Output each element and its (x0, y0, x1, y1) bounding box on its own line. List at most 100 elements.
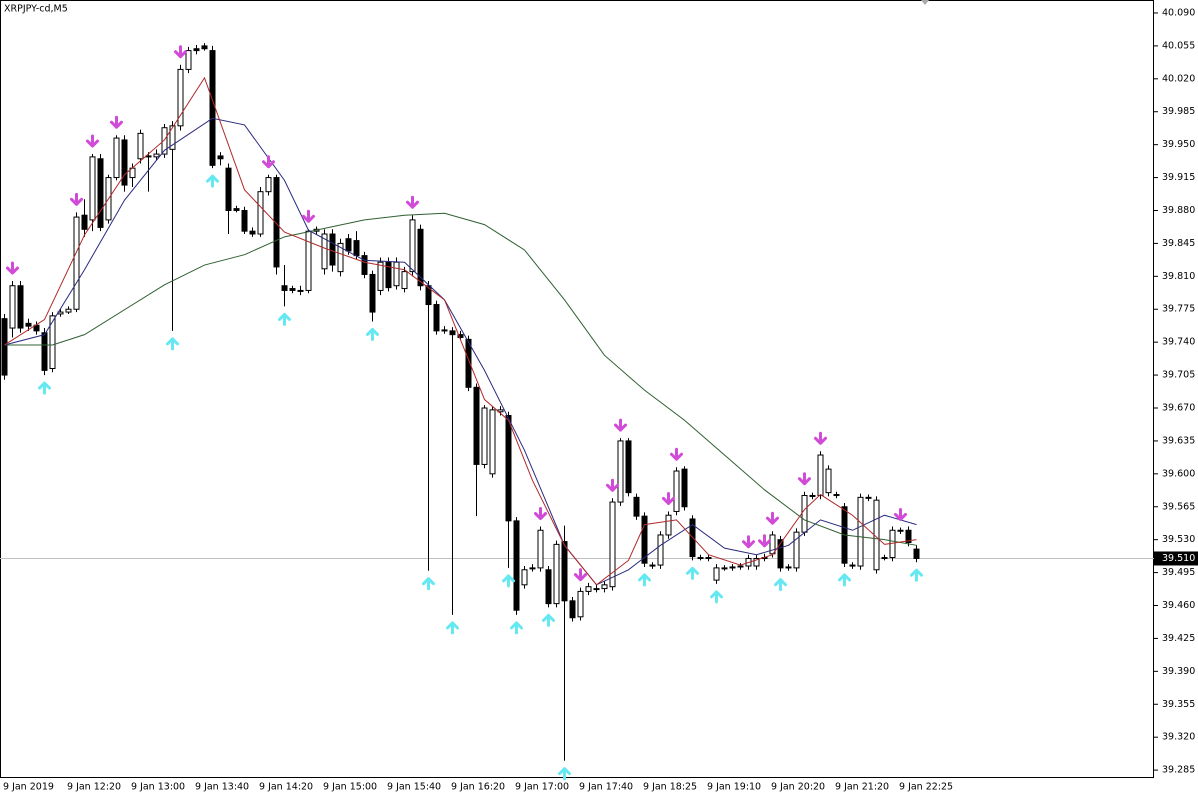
candle-body (225, 167, 232, 211)
candle-body (665, 514, 672, 536)
candle-body (809, 494, 816, 497)
candle-body (905, 529, 912, 543)
candle-body (433, 304, 440, 332)
y-tick-label: 39.810 (1162, 271, 1195, 282)
candle-body (289, 288, 296, 291)
candle-body (297, 289, 304, 292)
x-tick-label: 9 Jan 14:20 (259, 782, 313, 793)
candle-body (849, 564, 856, 567)
price-tag-label: 39.510 (1162, 553, 1195, 564)
sell-signal (70, 192, 83, 206)
candle-body (569, 600, 576, 619)
candle-body (593, 588, 600, 591)
candle-body (737, 565, 744, 568)
candle-body (161, 127, 168, 155)
candle-body (417, 228, 424, 287)
shift-marker (921, 0, 929, 5)
candle-body (641, 515, 648, 564)
y-tick-label: 39.390 (1162, 666, 1195, 677)
candle-body (705, 557, 712, 560)
candle-body (817, 454, 824, 496)
sell-signal (742, 535, 755, 549)
candle-body (465, 338, 472, 388)
y-tick-label: 40.055 (1162, 40, 1195, 51)
candle-body (521, 569, 528, 586)
y-tick-label: 40.090 (1162, 7, 1195, 18)
candle-body (145, 155, 152, 158)
candle-body (457, 334, 464, 338)
candle-body (897, 529, 904, 532)
x-tick-label: 9 Jan 17:00 (515, 782, 569, 793)
sell-signal (766, 511, 779, 525)
buy-signal (510, 621, 523, 635)
candle-body (505, 415, 512, 522)
candle-body (441, 329, 448, 332)
y-tick-label: 39.950 (1162, 139, 1195, 150)
candle-body (401, 271, 408, 290)
buy-signal (38, 381, 51, 395)
candle-body (753, 557, 760, 567)
candle-body (425, 285, 432, 306)
candle-body (65, 308, 72, 313)
candle-body (169, 125, 176, 150)
y-tick-label: 39.530 (1162, 534, 1195, 545)
candle-body (1, 318, 8, 376)
candle-body (529, 567, 536, 570)
candle-body (17, 285, 24, 329)
y-tick-label: 39.600 (1162, 468, 1195, 479)
candle-body (673, 470, 680, 512)
buy-signal (638, 573, 651, 587)
y-tick-label: 39.845 (1162, 238, 1195, 249)
candle-body (481, 407, 488, 465)
sell-signal (6, 261, 19, 275)
candle-body (337, 242, 344, 273)
candle-body (825, 468, 832, 494)
candle-body (697, 557, 704, 560)
y-tick-label: 39.880 (1162, 205, 1195, 216)
x-tick-label: 9 Jan 17:40 (579, 782, 633, 793)
candle-body (577, 590, 584, 618)
y-tick-label: 39.740 (1162, 337, 1195, 348)
moving-average (4, 117, 917, 586)
x-tick-label: 9 Jan 15:00 (323, 782, 377, 793)
candle-body (617, 440, 624, 503)
sell-signal (814, 431, 827, 445)
candle-body (833, 494, 840, 497)
candle-body (201, 45, 208, 50)
candle-body (649, 564, 656, 567)
buy-signal (166, 337, 179, 351)
candle-body (137, 132, 144, 160)
candle-body (121, 139, 128, 186)
y-tick-label: 39.565 (1162, 501, 1195, 512)
candle-body (385, 261, 392, 289)
candle-body (769, 534, 776, 555)
moving-average (4, 76, 917, 586)
candle-body (185, 50, 192, 70)
buy-signal (838, 573, 851, 587)
sell-signal (574, 568, 587, 582)
candle-body (9, 285, 16, 329)
candle-body (913, 548, 920, 559)
x-tick-label: 9 Jan 12:20 (67, 782, 121, 793)
candle-body (489, 409, 496, 475)
sell-signal (174, 45, 187, 59)
candle-body (857, 496, 864, 567)
buy-signal (910, 568, 923, 582)
candle-body (113, 137, 120, 179)
candle-body (657, 534, 664, 566)
candle-body (777, 539, 784, 569)
candle-body (393, 261, 400, 287)
candle-body (449, 330, 456, 336)
y-tick-label: 39.670 (1162, 402, 1195, 413)
candle-body (801, 494, 808, 533)
x-tick-label: 9 Jan 18:25 (643, 782, 697, 793)
candle-body (369, 273, 376, 313)
candle-body (633, 496, 640, 517)
x-tick-label: 9 Jan 2019 (3, 782, 54, 793)
sell-signal (670, 447, 683, 461)
candle-body (609, 501, 616, 588)
candle-body (329, 233, 336, 266)
candle-body (409, 219, 416, 273)
x-tick-label: 9 Jan 13:40 (195, 782, 249, 793)
